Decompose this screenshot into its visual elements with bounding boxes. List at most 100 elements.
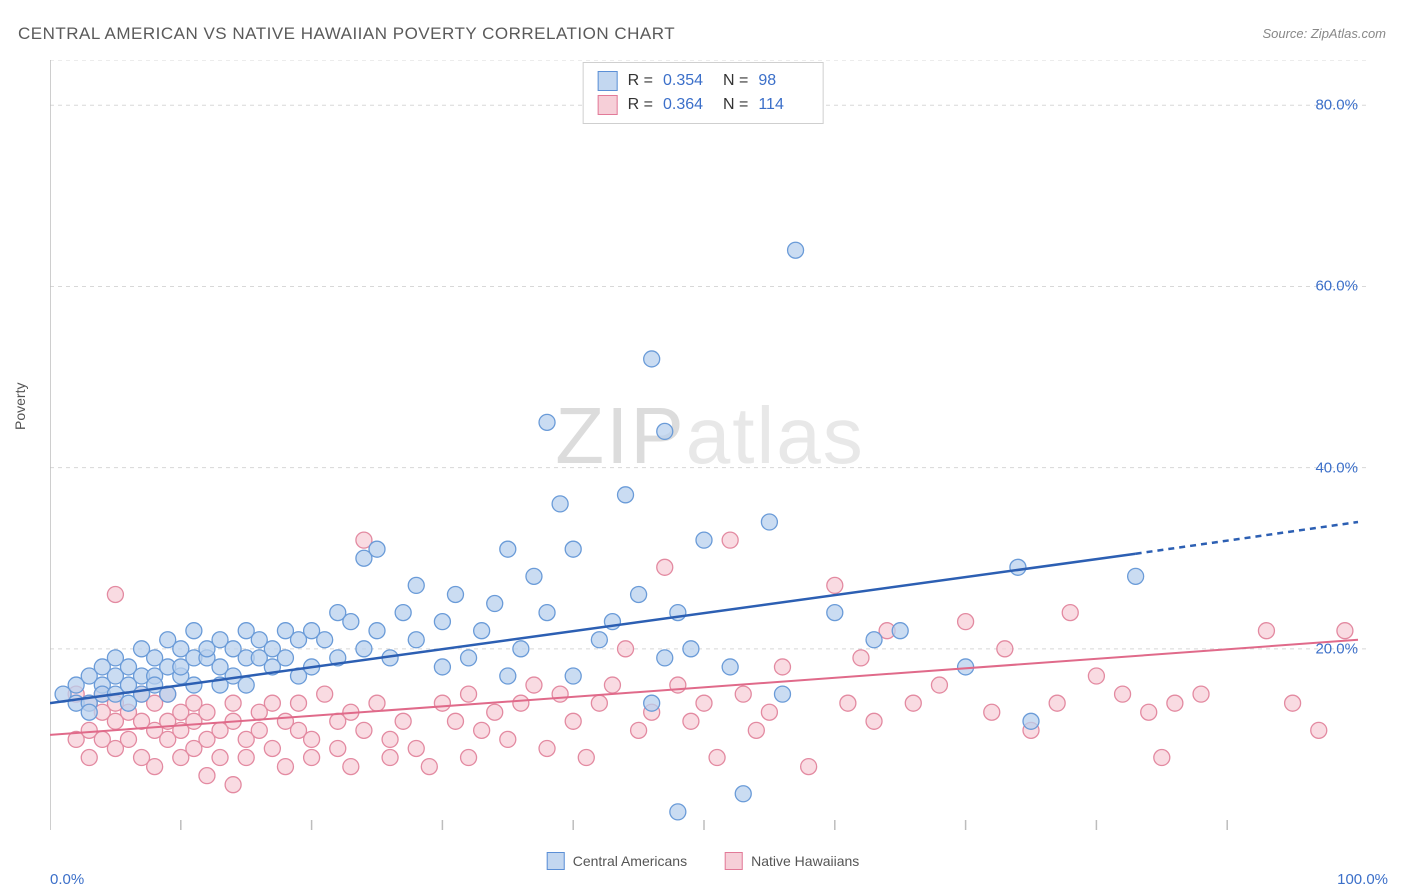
legend-swatch: [725, 852, 743, 870]
data-point: [513, 695, 529, 711]
data-point: [395, 713, 411, 729]
data-point: [1167, 695, 1183, 711]
y-tick-label: 60.0%: [1315, 278, 1358, 295]
data-point: [434, 695, 450, 711]
data-point: [1128, 568, 1144, 584]
data-point: [343, 759, 359, 775]
data-point: [461, 650, 477, 666]
data-point: [735, 786, 751, 802]
data-point: [500, 731, 516, 747]
data-point: [225, 695, 241, 711]
data-point: [539, 605, 555, 621]
data-point: [631, 722, 647, 738]
data-point: [1141, 704, 1157, 720]
data-point: [382, 731, 398, 747]
data-point: [761, 514, 777, 530]
x-tick-label: 0.0%: [50, 871, 84, 888]
data-point: [1049, 695, 1065, 711]
data-point: [892, 623, 908, 639]
data-point: [1285, 695, 1301, 711]
data-point: [591, 632, 607, 648]
data-point: [369, 541, 385, 557]
data-point: [461, 750, 477, 766]
data-point: [539, 740, 555, 756]
y-axis-label: Poverty: [12, 383, 28, 430]
data-point: [251, 722, 267, 738]
data-point: [1154, 750, 1170, 766]
data-point: [552, 686, 568, 702]
data-point: [1088, 668, 1104, 684]
data-point: [1337, 623, 1353, 639]
data-point: [866, 713, 882, 729]
data-point: [225, 777, 241, 793]
trend-line-ca-extrapolated: [1136, 522, 1358, 554]
data-point: [408, 740, 424, 756]
data-point: [552, 496, 568, 512]
data-point: [1193, 686, 1209, 702]
data-point: [500, 668, 516, 684]
data-point: [317, 632, 333, 648]
data-point: [618, 487, 634, 503]
data-point: [500, 541, 516, 557]
data-point: [657, 423, 673, 439]
data-point: [356, 722, 372, 738]
data-point: [434, 614, 450, 630]
data-point: [526, 677, 542, 693]
data-point: [199, 768, 215, 784]
data-point: [526, 568, 542, 584]
data-point: [238, 750, 254, 766]
data-point: [657, 650, 673, 666]
data-point: [997, 641, 1013, 657]
data-point: [931, 677, 947, 693]
data-point: [264, 695, 280, 711]
legend-swatch: [547, 852, 565, 870]
stat-row: R =0.354N =98: [598, 69, 809, 93]
scatter-plot: [50, 60, 1370, 830]
y-tick-label: 40.0%: [1315, 459, 1358, 476]
data-point: [1115, 686, 1131, 702]
data-point: [644, 351, 660, 367]
data-point: [330, 740, 346, 756]
data-point: [565, 541, 581, 557]
data-point: [291, 695, 307, 711]
data-point: [343, 614, 359, 630]
data-point: [735, 686, 751, 702]
data-point: [748, 722, 764, 738]
data-point: [539, 414, 555, 430]
data-point: [304, 750, 320, 766]
data-point: [631, 586, 647, 602]
data-point: [395, 605, 411, 621]
data-point: [81, 704, 97, 720]
data-point: [958, 614, 974, 630]
data-point: [1258, 623, 1274, 639]
stat-r-value: 0.354: [663, 72, 713, 90]
stat-r-label: R =: [628, 72, 653, 90]
data-point: [578, 750, 594, 766]
data-point: [670, 677, 686, 693]
y-tick-label: 80.0%: [1315, 97, 1358, 114]
data-point: [186, 623, 202, 639]
data-point: [474, 722, 490, 738]
data-point: [434, 659, 450, 675]
data-point: [147, 759, 163, 775]
data-point: [827, 577, 843, 593]
data-point: [709, 750, 725, 766]
data-point: [447, 713, 463, 729]
data-point: [1062, 605, 1078, 621]
data-point: [905, 695, 921, 711]
data-point: [421, 759, 437, 775]
data-point: [1311, 722, 1327, 738]
data-point: [304, 731, 320, 747]
data-point: [120, 731, 136, 747]
data-point: [801, 759, 817, 775]
data-point: [866, 632, 882, 648]
source-attribution: Source: ZipAtlas.com: [1262, 26, 1386, 41]
data-point: [696, 532, 712, 548]
data-point: [827, 605, 843, 621]
data-point: [565, 713, 581, 729]
data-point: [277, 650, 293, 666]
data-point: [382, 750, 398, 766]
y-tick-label: 20.0%: [1315, 640, 1358, 657]
trend-line-ca: [50, 554, 1136, 703]
data-point: [788, 242, 804, 258]
